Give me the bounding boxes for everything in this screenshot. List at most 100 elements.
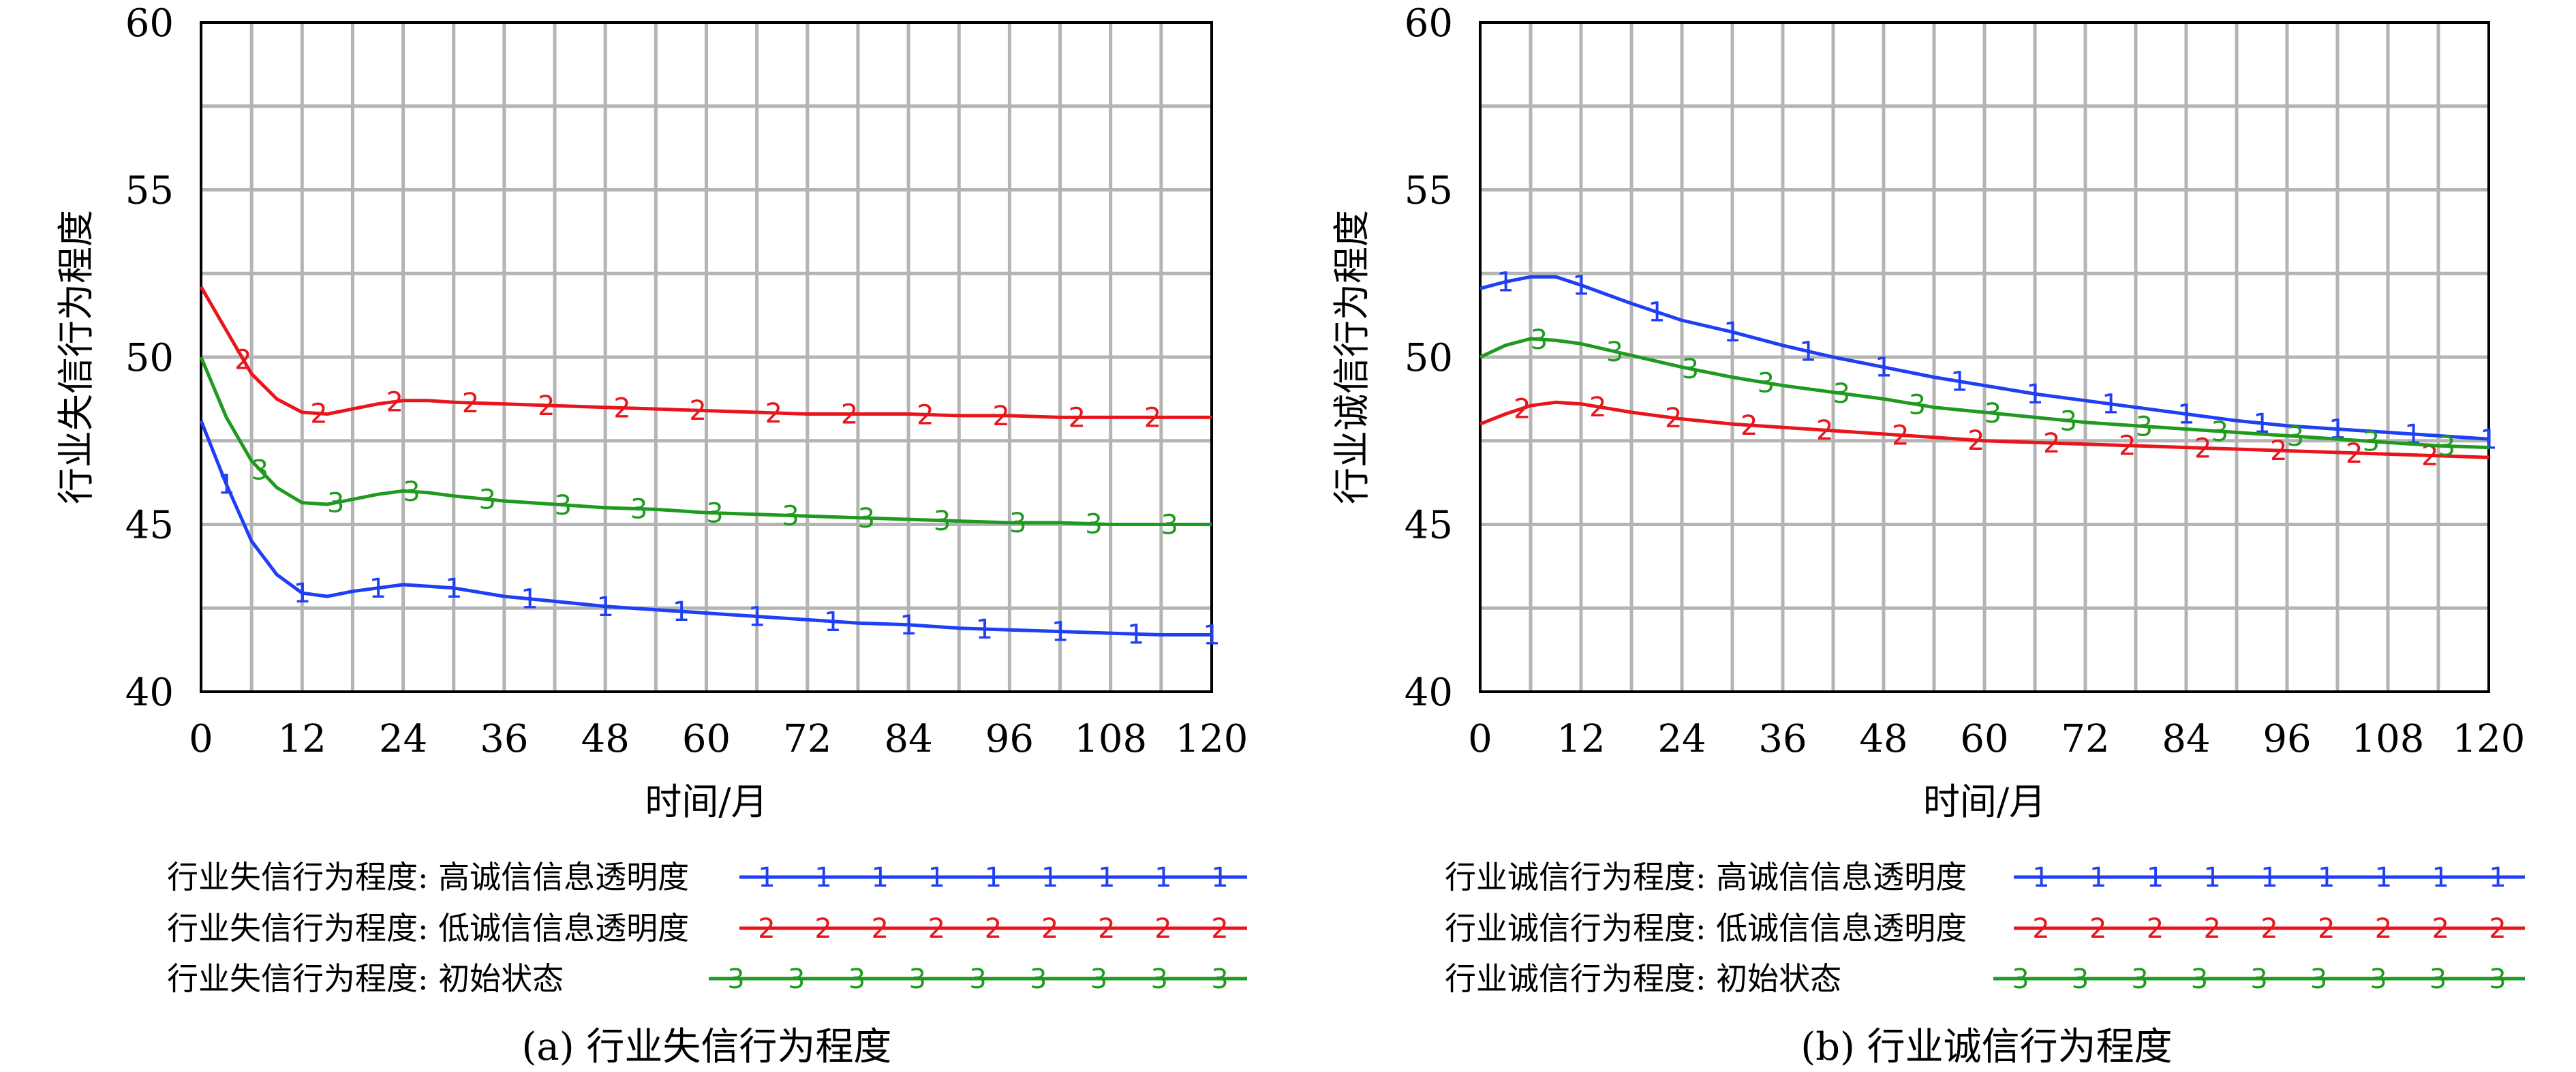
legend-marker: 1 bbox=[2032, 862, 2049, 893]
series-marker-2: 2 bbox=[613, 393, 630, 424]
x-tick-label: 12 bbox=[1557, 717, 1605, 761]
x-tick-label: 0 bbox=[1468, 717, 1492, 761]
legend-label: 行业失信行为程度: 高诚信信息透明度 bbox=[167, 859, 689, 895]
legend-marker: 3 bbox=[1090, 964, 1107, 995]
y-tick-label: 50 bbox=[1405, 336, 1453, 380]
x-tick-label: 108 bbox=[1074, 717, 1147, 761]
x-tick-label: 24 bbox=[1657, 717, 1706, 761]
series-marker-2: 2 bbox=[1816, 415, 1833, 446]
legend-marker: 2 bbox=[2089, 913, 2106, 945]
legend-marker: 3 bbox=[1151, 964, 1168, 995]
series-line-1 bbox=[199, 420, 1212, 637]
series-marker-1: 1 bbox=[824, 607, 841, 638]
series-marker-2: 2 bbox=[2119, 431, 2136, 462]
legend-marker: 2 bbox=[2260, 913, 2278, 945]
series-marker-3: 3 bbox=[327, 488, 344, 519]
y-tick-label: 40 bbox=[1405, 671, 1453, 715]
series-marker-1: 1 bbox=[1648, 297, 1665, 328]
legend-marker: 2 bbox=[1154, 913, 1171, 945]
series-marker-2: 2 bbox=[1967, 425, 1984, 457]
legend-marker: 2 bbox=[758, 913, 775, 945]
series-marker-1: 1 bbox=[748, 602, 765, 633]
legend-marker: 2 bbox=[2147, 913, 2164, 945]
legend-marker: 1 bbox=[2489, 862, 2506, 893]
legend-marker: 1 bbox=[758, 862, 775, 893]
x-tick-label: 12 bbox=[278, 717, 326, 761]
legend-marker: 2 bbox=[928, 913, 945, 945]
x-tick-label: 48 bbox=[1859, 717, 1907, 761]
series-marker-2: 2 bbox=[538, 390, 555, 422]
x-tick-label: 96 bbox=[2263, 717, 2311, 761]
series-marker-2: 2 bbox=[765, 398, 782, 429]
series-marker-3: 3 bbox=[2287, 421, 2304, 453]
series-marker-3: 3 bbox=[630, 494, 647, 525]
series-marker-3: 3 bbox=[2438, 431, 2455, 463]
series-marker-2: 2 bbox=[386, 386, 403, 418]
series-marker-1: 1 bbox=[1497, 267, 1514, 298]
x-tick-label: 60 bbox=[1960, 717, 2008, 761]
y-tick-label: 50 bbox=[125, 336, 174, 380]
y-tick-label: 40 bbox=[125, 671, 174, 715]
series-marker-1: 1 bbox=[1950, 367, 1967, 398]
y-tick-label: 55 bbox=[125, 169, 174, 213]
series-marker-3: 3 bbox=[706, 498, 723, 530]
series-marker-1: 1 bbox=[1572, 270, 1589, 301]
legend-marker: 2 bbox=[872, 913, 889, 945]
series-marker-1: 1 bbox=[1052, 617, 1069, 648]
series-line-3 bbox=[199, 356, 1212, 526]
series-marker-3: 3 bbox=[782, 500, 799, 532]
legend-marker: 2 bbox=[814, 913, 831, 945]
legend-marker: 1 bbox=[2432, 862, 2449, 893]
legend-marker: 3 bbox=[788, 964, 805, 995]
series-marker-1: 1 bbox=[445, 573, 462, 604]
y-tick-label: 60 bbox=[125, 1, 174, 46]
x-tick-label: 84 bbox=[2162, 717, 2210, 761]
series-marker-3: 3 bbox=[1606, 337, 1623, 368]
legend-marker: 1 bbox=[2204, 862, 2221, 893]
series-marker-2: 2 bbox=[841, 399, 858, 430]
series-marker-3: 3 bbox=[2363, 427, 2380, 458]
x-tick-label: 60 bbox=[682, 717, 731, 761]
x-tick-label: 36 bbox=[480, 717, 528, 761]
chart-industry-honesty: 0 12 24 36 48 60 72 84 96 108 1204045505560行业诚信行为程… bbox=[1330, 1, 2525, 1069]
legend-marker: 3 bbox=[1030, 964, 1047, 995]
series-marker-3: 3 bbox=[2060, 405, 2077, 437]
series-marker-1: 1 bbox=[1723, 317, 1741, 348]
legend-marker: 3 bbox=[2429, 964, 2447, 995]
x-tick-label: 96 bbox=[985, 717, 1034, 761]
legend-marker: 1 bbox=[1041, 862, 1058, 893]
legend-marker: 1 bbox=[1154, 862, 1171, 893]
legend-marker: 2 bbox=[1098, 913, 1115, 945]
series-marker-1: 1 bbox=[976, 614, 993, 645]
series-marker-2: 2 bbox=[1741, 410, 1758, 442]
legend-label: 行业诚信行为程度: 高诚信信息透明度 bbox=[1445, 859, 1967, 895]
legend-marker: 3 bbox=[909, 964, 926, 995]
y-tick-label: 60 bbox=[1405, 1, 1453, 46]
figure-caption: (b) 行业诚信行为程度 bbox=[1800, 1025, 2172, 1069]
series-marker-3: 3 bbox=[2136, 411, 2153, 442]
legend-marker: 2 bbox=[2375, 913, 2392, 945]
series-marker-2: 2 bbox=[462, 388, 479, 419]
series-marker-2: 2 bbox=[234, 344, 251, 376]
series-marker-1: 1 bbox=[1875, 352, 1892, 384]
x-tick-label: 48 bbox=[581, 717, 630, 761]
series-marker-2: 2 bbox=[917, 399, 934, 431]
series-line-3 bbox=[1479, 337, 2489, 450]
x-tick-label: 0 bbox=[189, 717, 213, 761]
legend-marker: 3 bbox=[969, 964, 986, 995]
legend-marker: 2 bbox=[985, 913, 1002, 945]
x-tick-label: 24 bbox=[379, 717, 427, 761]
series-marker-3: 3 bbox=[1009, 508, 1026, 539]
legend-marker: 2 bbox=[2489, 913, 2506, 945]
y-axis-label: 行业诚信行为程度 bbox=[1330, 210, 1373, 504]
x-tick-label: 108 bbox=[2352, 717, 2425, 761]
legend-marker: 1 bbox=[985, 862, 1002, 893]
series-marker-3: 3 bbox=[858, 503, 875, 534]
legend-marker: 1 bbox=[814, 862, 831, 893]
x-axis-label: 时间/月 bbox=[1923, 780, 2046, 823]
series-marker-3: 3 bbox=[934, 506, 951, 537]
legend-marker: 3 bbox=[2191, 964, 2208, 995]
series-marker-1: 1 bbox=[2177, 399, 2194, 430]
legend-marker: 3 bbox=[848, 964, 865, 995]
